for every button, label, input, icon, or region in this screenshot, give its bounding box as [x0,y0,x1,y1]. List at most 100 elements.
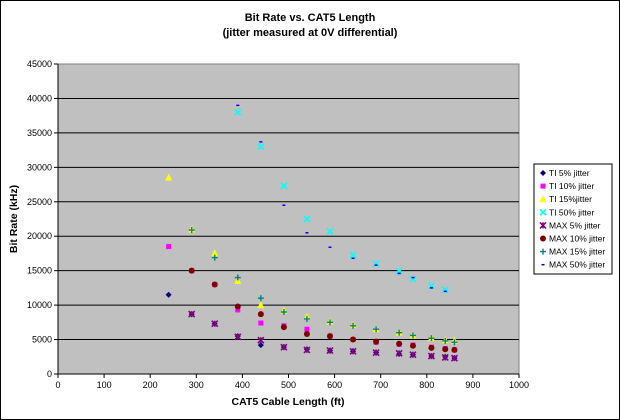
legend-item: MAX 5% jitter [539,220,601,230]
x-tick-label: 800 [419,380,434,390]
y-tick-label: 30000 [27,162,52,172]
data-point [409,342,416,349]
data-point [257,311,264,318]
data-point [395,349,403,357]
data-point [450,354,459,362]
plot-area [57,63,520,375]
data-point [451,339,458,346]
data-point [372,260,380,268]
data-point [326,319,333,326]
data-point [409,332,416,339]
legend-label: TI 5% jitter [549,168,590,178]
data-point [166,244,172,250]
data-point [326,347,334,355]
legend-marker [540,170,546,176]
x-tick-label: 500 [281,380,296,390]
data-point [303,315,310,322]
data-point [427,352,435,360]
x-tick-label: 100 [97,380,112,390]
data-point [188,267,195,274]
x-tick-label: 900 [465,380,480,390]
data-point [211,254,218,261]
legend-label: MAX 50% jitter [549,260,605,270]
data-point [326,333,333,340]
data-point [234,303,241,310]
data-point [188,310,196,318]
data-point [350,336,357,343]
data-point [258,320,264,326]
y-tick-label: 15000 [27,266,52,276]
data-point [409,351,417,359]
legend-label: TI 10% jitter [549,181,595,191]
legend: TI 5% jitter TI 10% jitter TI 15%jitter TI … [539,168,605,270]
data-point [441,353,449,362]
x-tick-label: 300 [189,380,204,390]
data-point [234,333,242,341]
data-point [303,215,311,223]
data-points [165,104,459,362]
legend-label: MAX 15% jitter [549,247,605,257]
legend-marker [540,248,546,255]
data-point [234,274,241,281]
data-point [350,322,357,329]
data-point [349,347,357,355]
legend-item: MAX 15% jitter [540,247,605,257]
chart-title: Bit Rate vs. CAT5 Length [245,12,376,24]
series-group [234,108,449,294]
x-tick-label: 200 [143,380,158,390]
data-point [428,344,435,351]
data-point [257,295,264,302]
legend-item: TI 5% jitter [540,168,590,178]
data-point [409,275,417,283]
legend-box [533,163,613,275]
data-point [188,227,195,234]
data-point [165,173,173,181]
axis-ticks: 0500010000150002000025000300003500040000… [27,59,529,390]
x-axis-label: CAT5 Cable Length (ft) [232,396,345,408]
legend-marker [539,221,547,229]
y-tick-label: 45000 [27,59,52,69]
legend-label: TI 50% jitter [549,207,595,217]
legend-marker [539,208,547,216]
legend-marker [540,183,546,189]
data-point [211,281,218,288]
legend-label: TI 15%jitter [549,194,592,204]
data-point [235,307,241,313]
legend-item: TI 50% jitter [539,207,595,217]
y-tick-label: 25000 [27,197,52,207]
series-group [188,267,458,353]
data-point [165,291,172,298]
series-group [236,104,447,293]
y-tick-label: 0 [47,369,52,379]
data-point [280,343,288,351]
legend-item: MAX 10% jitter [540,234,605,244]
data-point [280,324,287,331]
data-point [396,340,403,347]
data-point [303,331,310,338]
data-point [396,329,403,336]
x-tick-label: 600 [327,380,342,390]
data-point [373,326,380,333]
legend-marker [539,195,547,203]
data-point [372,349,380,357]
data-point [441,286,449,294]
data-point [304,326,310,332]
data-point [349,251,357,259]
data-point [211,249,219,257]
data-point [442,346,449,353]
y-tick-label: 10000 [27,300,52,310]
legend-marker [540,235,546,242]
y-tick-label: 5000 [32,335,52,345]
y-tick-label: 20000 [27,231,52,241]
legend-label: MAX 5% jitter [549,220,601,230]
legend-item: TI 10% jitter [540,181,595,191]
legend-item: TI 15%jitter [539,194,592,204]
data-point [451,346,458,353]
x-tick-label: 1000 [509,380,529,390]
y-axis-label: Bit Rate (kHz) [8,185,20,253]
x-tick-label: 400 [235,380,250,390]
y-tick-label: 40000 [27,93,52,103]
data-point [211,320,219,328]
x-tick-label: 0 [55,380,60,390]
